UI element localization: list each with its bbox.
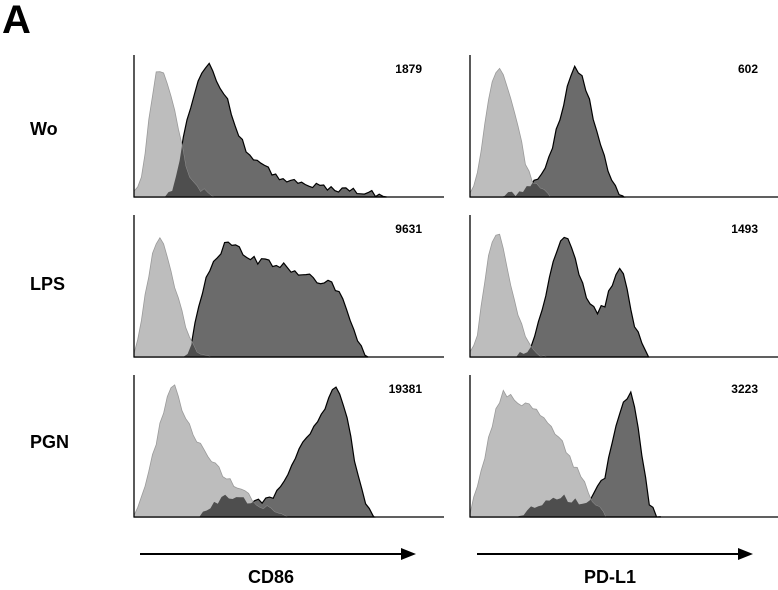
panel-pgn-pd-l1: 3223 [469, 375, 778, 518]
mfi-value-lps-cd86: 9631 [395, 222, 422, 236]
panel-wo-cd86: 1879 [133, 55, 444, 198]
panel-lps-pd-l1: 1493 [469, 215, 778, 358]
row-label-lps: LPS [30, 274, 66, 294]
pdl1-arrow-head [738, 548, 753, 560]
mfi-value-wo-pd-l1: 602 [738, 62, 758, 76]
treated-histogram-lps-cd86 [134, 241, 369, 358]
treated-histogram-wo-cd86 [134, 62, 387, 198]
mfi-value-pgn-cd86: 19381 [389, 382, 423, 396]
axis-frame-wo-cd86 [133, 55, 444, 198]
panel-pgn-cd86: 19381 [133, 375, 444, 518]
axis-frame-pgn-cd86 [133, 375, 444, 518]
axis-frame-pgn-pd-l1 [469, 375, 778, 518]
mfi-value-lps-pd-l1: 1493 [731, 222, 758, 236]
panel-lps-cd86: 9631 [133, 215, 444, 358]
panel-letter: A [2, 0, 31, 42]
control-histogram-lps-cd86 [133, 237, 212, 358]
mfi-value-pgn-pd-l1: 3223 [731, 382, 758, 396]
control-histogram-pgn-cd86 [133, 384, 289, 518]
control-histogram-pgn-pd-l1 [469, 389, 607, 518]
axis-frame-wo-pd-l1 [469, 55, 778, 198]
axis-frame-lps-pd-l1 [469, 215, 778, 358]
panel-wo-pd-l1: 602 [469, 55, 778, 198]
row-label-pgn: PGN [30, 432, 70, 452]
control-histogram-wo-pd-l1 [469, 67, 551, 198]
x-label-pdl1: PD-L1 [584, 567, 637, 587]
mfi-value-wo-cd86: 1879 [395, 62, 422, 76]
row-label-wo: Wo [30, 119, 58, 139]
axis-frame-lps-cd86 [133, 215, 444, 358]
treated-histogram-lps-pd-l1 [470, 236, 650, 358]
cd86-arrow-head [401, 548, 416, 560]
x-label-cd86: CD86 [248, 567, 295, 587]
